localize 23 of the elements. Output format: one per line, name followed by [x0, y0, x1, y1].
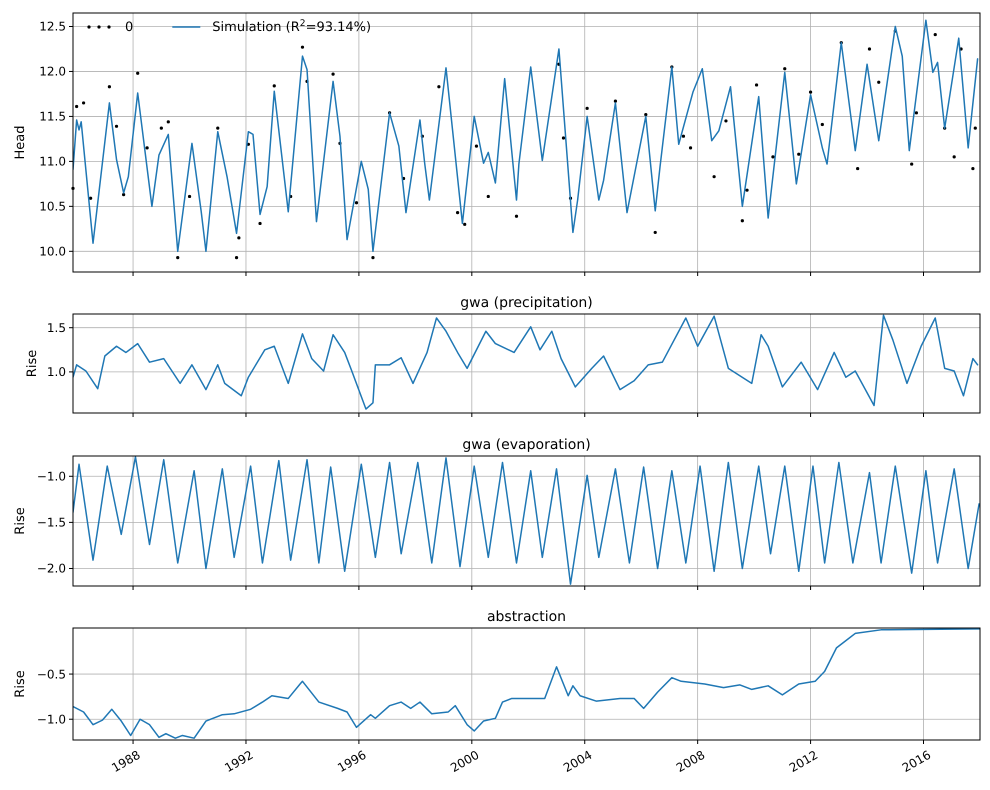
- y-tick-label: 11.0: [39, 154, 66, 169]
- y-tick-label: 10.5: [39, 200, 66, 214]
- legend-label: Simulation (R$^{2}$=93.14%): [212, 19, 372, 35]
- chart-title: gwa (evaporation): [462, 437, 591, 453]
- legend-label: 0: [125, 20, 134, 35]
- y-tick-label: 10.0: [39, 244, 66, 259]
- y-tick-label: −1.0: [36, 712, 66, 726]
- y-axis-title: Rise: [13, 670, 28, 698]
- y-tick-label: 1.0: [46, 365, 66, 380]
- y-axis-title: Head: [13, 126, 28, 160]
- y-tick-label: −1.0: [36, 469, 66, 484]
- y-tick-label: −1.5: [36, 516, 66, 530]
- chart-title: abstraction: [486, 609, 566, 625]
- y-axis-title: Rise: [25, 350, 40, 378]
- chart-title: gwa (precipitation): [460, 295, 593, 311]
- y-tick-label: −2.0: [36, 562, 66, 576]
- y-tick-label: 12.0: [39, 64, 66, 79]
- y-tick-label: −0.5: [36, 667, 66, 682]
- line-series: [73, 314, 978, 410]
- y-tick-label: 12.5: [39, 20, 66, 34]
- y-tick-label: 11.5: [39, 110, 66, 124]
- y-tick-label: 1.5: [46, 320, 66, 335]
- y-axis-title: Rise: [13, 507, 28, 535]
